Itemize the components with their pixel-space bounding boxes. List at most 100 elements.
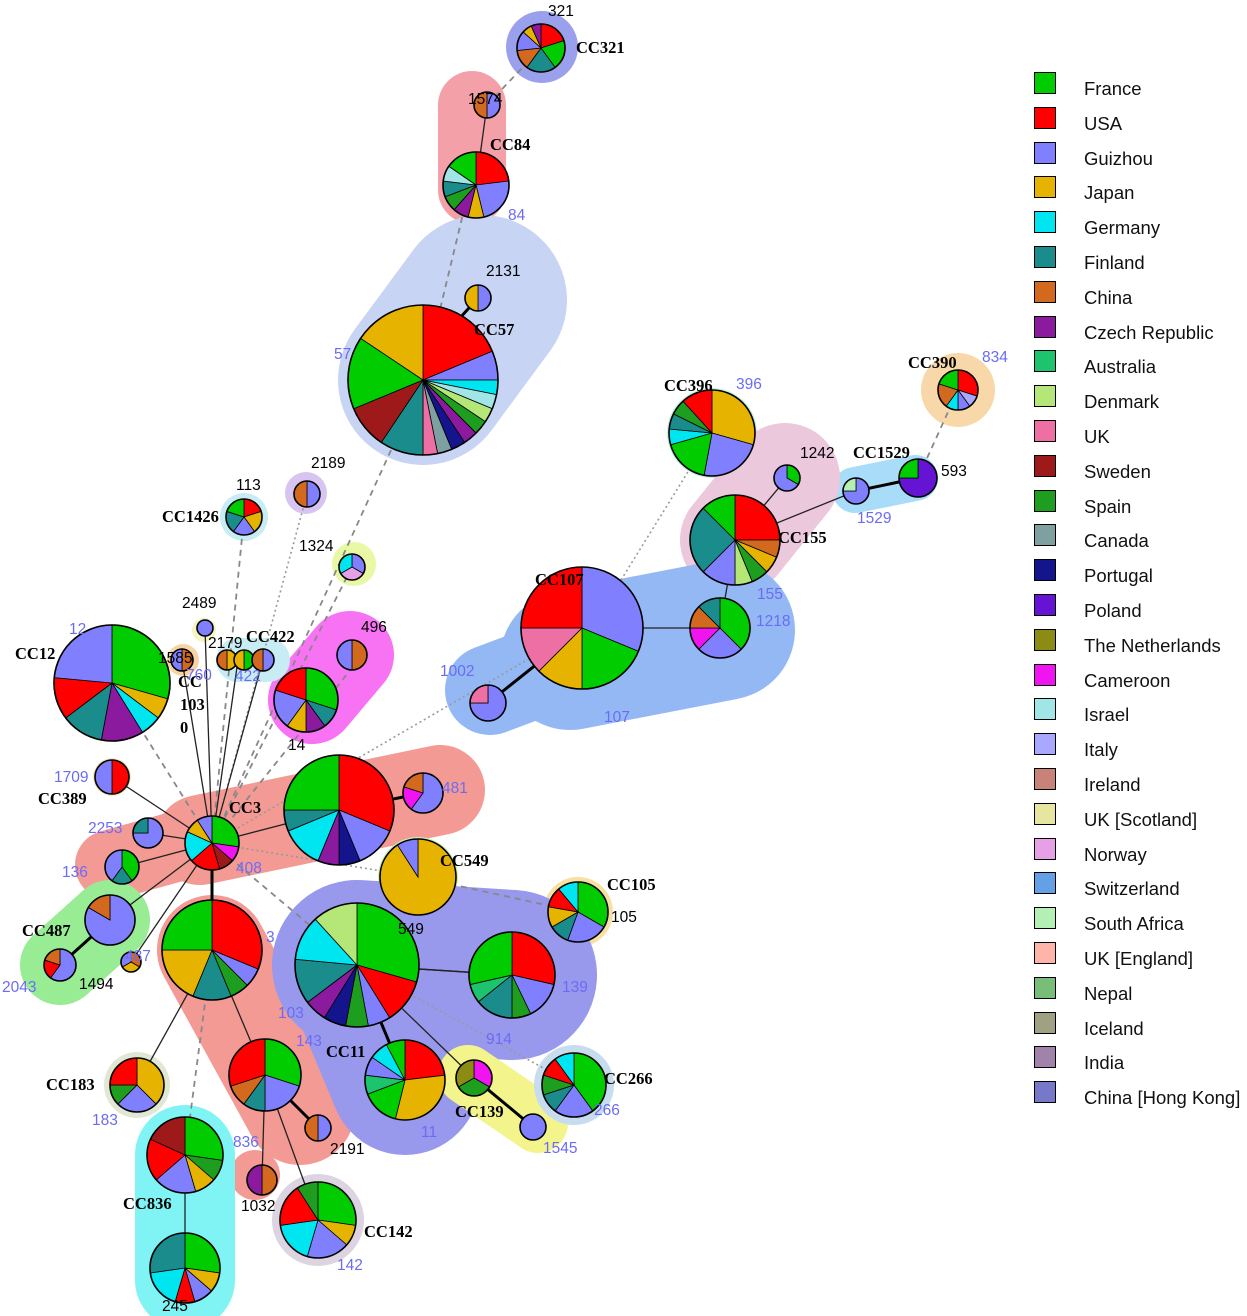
legend-label: Poland — [1084, 599, 1142, 621]
st-label: 142 — [337, 1257, 363, 1274]
pie-outline — [541, 1052, 607, 1118]
legend-swatch — [1034, 1081, 1056, 1104]
pie-outline — [469, 684, 507, 722]
pie-node — [120, 951, 142, 973]
cc-label: CC12 — [15, 644, 55, 663]
cc-label: CC321 — [576, 38, 625, 57]
cc-label: CC105 — [607, 875, 656, 894]
pie-node — [689, 494, 781, 586]
cc-label: CC836 — [123, 1194, 172, 1213]
legend-item: Canada — [1034, 524, 1244, 559]
pie-node — [161, 899, 263, 1001]
legend-label: Canada — [1084, 530, 1149, 552]
pie-node — [469, 684, 507, 722]
legend-label: Ireland — [1084, 773, 1141, 795]
pie-node — [547, 881, 609, 943]
pie-outline — [104, 849, 140, 885]
cc-label: CC396 — [664, 376, 713, 395]
st-label: 11 — [421, 1124, 437, 1141]
legend-label: Switzerland — [1084, 878, 1180, 900]
cc-label: 103 — [180, 695, 205, 714]
pie-outline — [516, 23, 566, 73]
cc-label: CC549 — [440, 851, 489, 870]
pie-outline — [146, 1116, 224, 1194]
pie-node — [283, 754, 395, 866]
pie-node — [442, 151, 510, 219]
pie-outline — [196, 619, 214, 637]
legend-swatch — [1034, 628, 1056, 651]
st-label: 2179 — [208, 635, 242, 652]
legend-item: Germany — [1034, 211, 1244, 246]
pie-node — [689, 597, 751, 659]
pie-node — [279, 1181, 357, 1259]
legend-label: India — [1084, 1052, 1125, 1074]
st-label: 321 — [548, 3, 574, 20]
edge — [204, 627, 213, 844]
pie-node — [53, 624, 171, 742]
legend-swatch — [1034, 524, 1056, 547]
legend-swatch — [1034, 733, 1056, 756]
legend-item: Israel — [1034, 698, 1244, 733]
pie-outline — [689, 494, 781, 586]
legend-item: Sweden — [1034, 454, 1244, 490]
pie-node — [898, 458, 938, 498]
st-label: 107 — [604, 709, 630, 726]
pie-node — [842, 477, 870, 505]
edge — [211, 627, 583, 844]
legend-label: Iceland — [1084, 1017, 1144, 1039]
cc-label: CC155 — [778, 528, 827, 547]
pie-node — [455, 1059, 493, 1097]
legend-swatch — [1034, 593, 1056, 616]
pie-node — [84, 894, 136, 946]
pie-node — [937, 369, 979, 411]
legend-swatch — [1034, 350, 1056, 373]
pie-outline — [283, 754, 395, 866]
legend-label: China — [1084, 286, 1133, 308]
cc-label: CC183 — [46, 1075, 95, 1094]
st-label: 113 — [236, 477, 261, 494]
pie-node — [104, 849, 140, 885]
st-label: 1709 — [54, 769, 88, 786]
legend-item: India — [1034, 1046, 1244, 1081]
legend-label: Czech Republic — [1084, 321, 1214, 343]
pie-outline — [149, 1232, 221, 1304]
st-label: 57 — [334, 346, 351, 363]
legend-swatch — [1034, 559, 1056, 582]
pie-outline — [898, 458, 938, 498]
st-label: 1494 — [79, 976, 114, 993]
legend-swatch — [1034, 419, 1056, 442]
st-label: 487 — [125, 948, 151, 965]
st-label: 549 — [398, 921, 424, 938]
legend-label: Sweden — [1084, 460, 1151, 482]
legend-label: UK [Scotland] — [1084, 808, 1198, 830]
pie-node — [520, 566, 644, 690]
pie-node — [132, 817, 164, 849]
edge — [211, 379, 424, 844]
st-label: 14 — [288, 737, 306, 754]
pie-node — [364, 1039, 446, 1121]
legend-item: Italy — [1034, 733, 1244, 768]
legend-label: USA — [1084, 112, 1123, 134]
legend-item: Guizhou — [1034, 141, 1244, 177]
legend-swatch — [1034, 837, 1056, 860]
pie-outline — [689, 597, 751, 659]
st-label: 103 — [278, 1005, 304, 1022]
legend-item: Czech Republic — [1034, 315, 1244, 351]
legend-item: Cameroon — [1034, 663, 1244, 699]
legend-swatch — [1034, 176, 1056, 199]
pie-outline — [109, 1057, 165, 1113]
pie-node — [519, 1113, 547, 1141]
cc-label: CC107 — [535, 570, 584, 589]
legend-swatch — [1034, 802, 1056, 825]
pie-outline — [842, 477, 870, 505]
cc-label: CC390 — [908, 353, 957, 372]
legend-swatch — [1034, 315, 1056, 338]
st-label: 914 — [486, 1031, 512, 1048]
pie-outline — [94, 759, 130, 795]
cc-label: CC389 — [38, 789, 87, 808]
st-label: 84 — [508, 207, 526, 224]
pie-outline — [468, 931, 556, 1019]
legend-item: USA — [1034, 106, 1244, 142]
st-label: 760 — [186, 667, 212, 684]
cc-label: CC3 — [229, 798, 261, 817]
